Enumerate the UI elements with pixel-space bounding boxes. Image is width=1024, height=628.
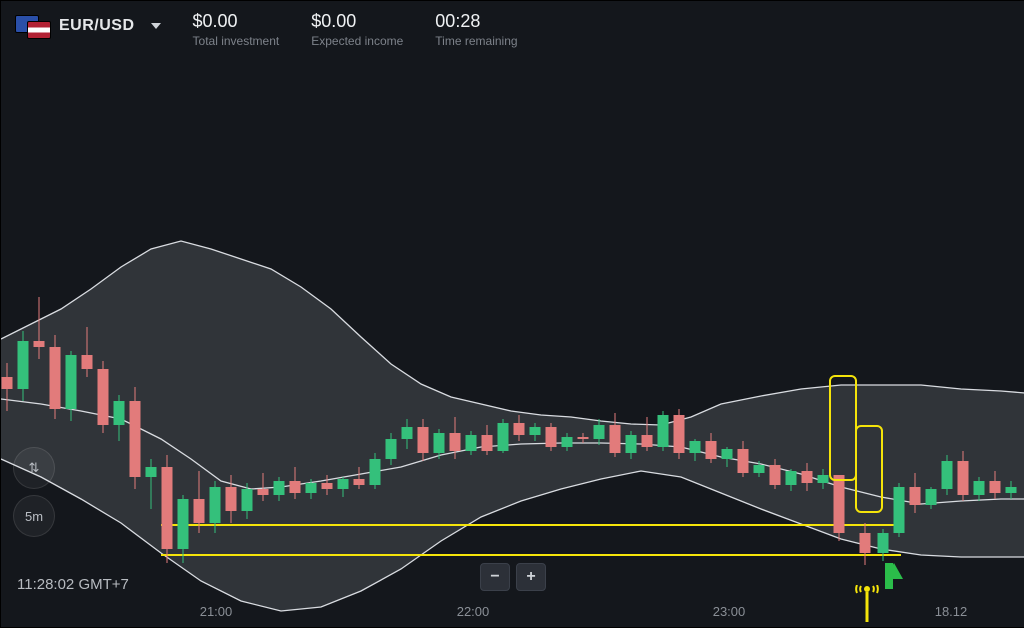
- candlestick-chart[interactable]: [1, 1, 1024, 627]
- timeframe-button[interactable]: 5m: [13, 495, 55, 537]
- trading-chart-screenshot: EUR/USD $0.00 Total investment $0.00 Exp…: [0, 0, 1024, 628]
- zoom-in-button[interactable]: +: [516, 563, 546, 591]
- timeframe-label: 5m: [25, 509, 43, 524]
- clock-timestamp: 11:28:02 GMT+7: [17, 576, 129, 593]
- zoom-out-button[interactable]: −: [480, 563, 510, 591]
- x-tick-label: 21:00: [200, 604, 233, 619]
- buy-up-arrow-icon: [885, 563, 893, 589]
- x-tick-label: 23:00: [713, 604, 746, 619]
- x-tick-label: 18.12: [935, 604, 968, 619]
- indicator-icon: ⇅: [29, 460, 40, 476]
- x-tick-label: 22:00: [457, 604, 490, 619]
- indicator-toggle-button[interactable]: ⇅: [13, 447, 55, 489]
- zoom-controls: − +: [480, 563, 546, 591]
